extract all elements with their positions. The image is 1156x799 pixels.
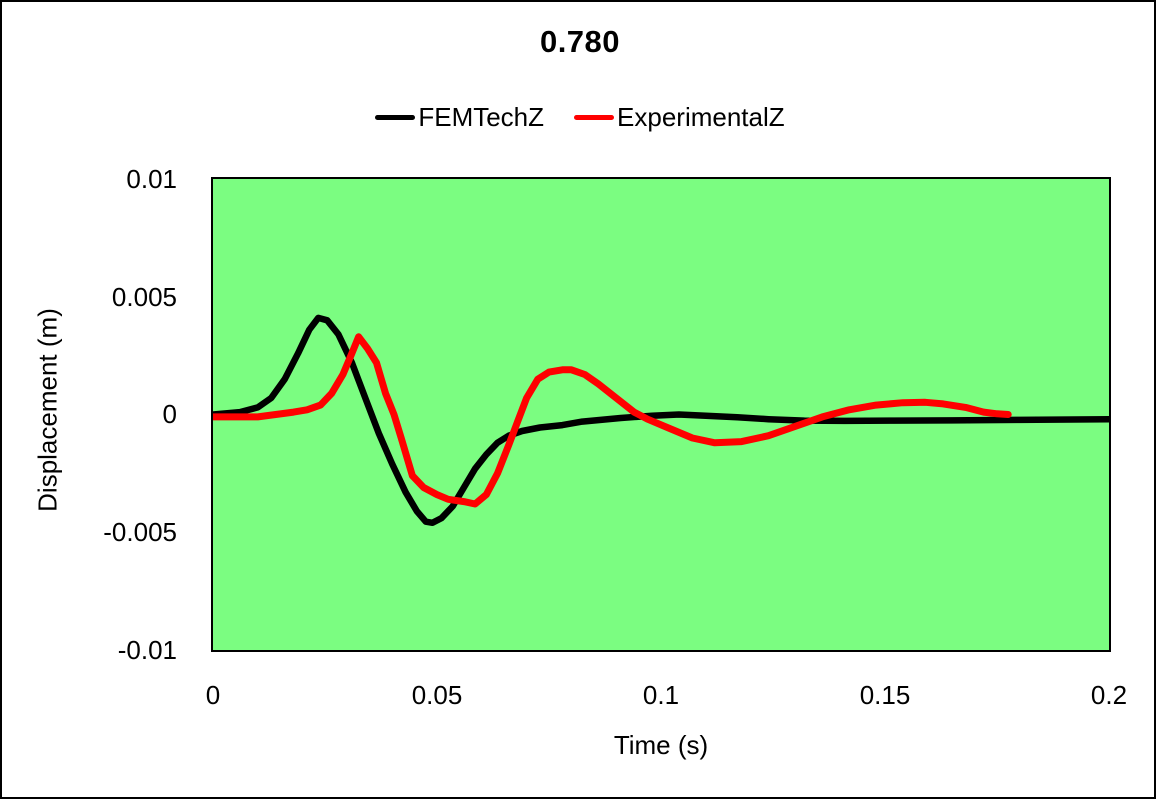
- x-tick-label: 0.05: [411, 680, 463, 710]
- chart-title: 0.780: [539, 24, 621, 59]
- x-axis-title: Time (s): [613, 730, 709, 760]
- y-tick-label: 0.005: [111, 282, 177, 312]
- legend-item-femtechz: FEMTechZ: [375, 102, 544, 133]
- series-line-FEMTechZ: [213, 314, 1109, 527]
- legend: FEMTechZ ExperimentalZ: [2, 102, 1154, 133]
- series-line-ExperimentalZ: [213, 333, 1012, 508]
- x-tick-label: 0.1: [642, 680, 680, 710]
- line-swatch-icon: [375, 115, 416, 120]
- y-tick-label: 0.01: [126, 164, 177, 194]
- legend-item-experimentalz: ExperimentalZ: [574, 102, 785, 133]
- x-tick-label: 0.15: [859, 680, 911, 710]
- legend-label-femtechz: FEMTechZ: [418, 102, 545, 132]
- y-tick-label: -0.005: [103, 517, 177, 547]
- y-tick-label: 0: [162, 399, 177, 429]
- plot-svg: [213, 314, 1109, 527]
- x-tick-label: 0.2: [1090, 680, 1128, 710]
- y-tick-label: -0.01: [117, 635, 177, 665]
- plot-area: [211, 177, 1111, 652]
- x-tick-label: 0: [205, 680, 221, 710]
- line-swatch-icon: [574, 115, 615, 120]
- legend-label-experimentalz: ExperimentalZ: [617, 102, 785, 132]
